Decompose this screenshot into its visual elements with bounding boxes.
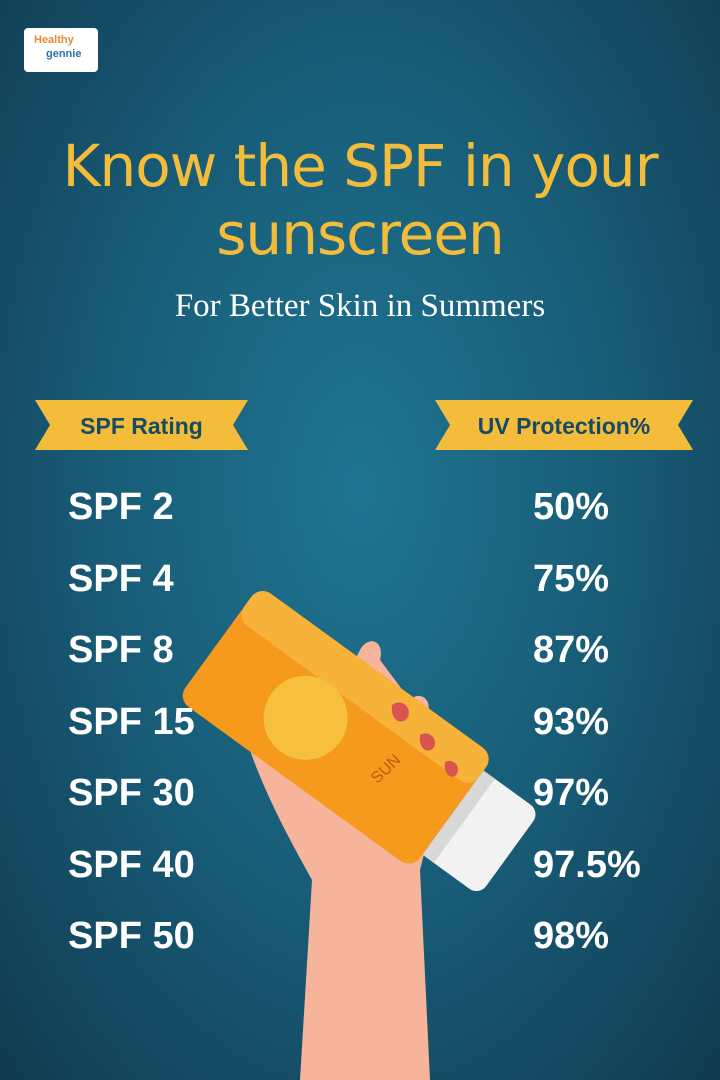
nails bbox=[391, 702, 458, 777]
logo: Healthy gennie bbox=[24, 28, 98, 72]
spf-rating: SPF 2 bbox=[68, 486, 174, 528]
uv-protection: 97.5% bbox=[533, 843, 641, 886]
logo-text: gennie bbox=[46, 48, 82, 60]
subtitle: For Better Skin in Summers bbox=[174, 288, 546, 324]
spf-rating: SPF 40 bbox=[68, 843, 195, 886]
spf-rating: SPF 50 bbox=[68, 915, 195, 957]
uv-protection: 97% bbox=[533, 772, 610, 814]
spf-rating: SPF 4 bbox=[68, 557, 174, 600]
uv-protection: 75% bbox=[533, 557, 610, 600]
logo-text: Healthy bbox=[34, 34, 74, 46]
spf-rating: SPF 30 bbox=[68, 772, 195, 814]
uv-protection: 93% bbox=[533, 700, 610, 743]
column-header: UV Protection% bbox=[477, 413, 651, 439]
spf-rating: SPF 15 bbox=[68, 700, 195, 743]
column-header: SPF Rating bbox=[80, 413, 203, 439]
spf-rating: SPF 8 bbox=[68, 629, 174, 671]
uv-protection: 87% bbox=[533, 629, 610, 671]
uv-protection: 98% bbox=[533, 915, 610, 957]
ribbon bbox=[35, 400, 248, 450]
title: Know the SPF in your sunscreen bbox=[62, 132, 658, 268]
uv-protection: 50% bbox=[533, 486, 610, 528]
ribbon bbox=[435, 400, 693, 450]
